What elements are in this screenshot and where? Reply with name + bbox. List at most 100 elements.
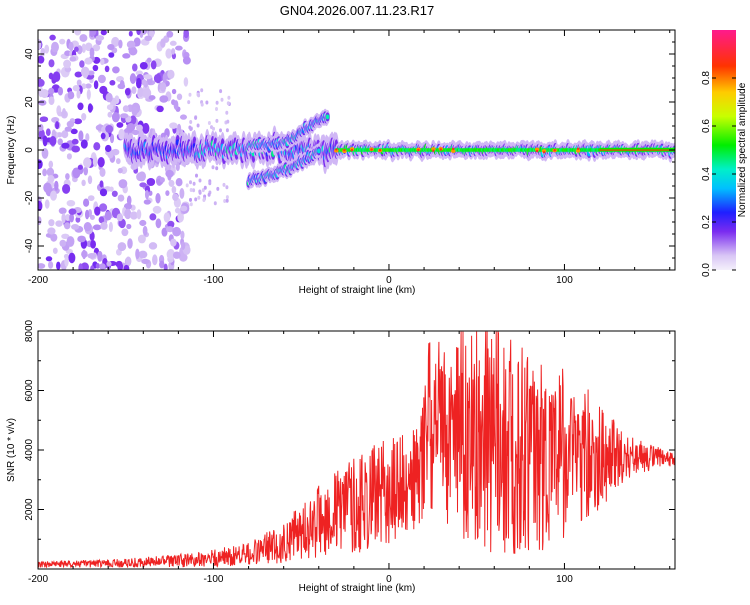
heatmap-cell xyxy=(38,129,45,140)
heatmap-cell xyxy=(343,148,346,152)
heatmap-cell xyxy=(201,188,205,193)
heatmap-cell xyxy=(105,92,113,103)
heatmap-cell xyxy=(77,164,83,170)
heatmap-cell xyxy=(188,92,192,97)
heatmap-cell xyxy=(171,48,176,55)
heatmap-cell xyxy=(100,221,108,230)
heatmap-xlabel: Height of straight line (km) xyxy=(299,285,416,296)
heatmap-cell xyxy=(74,71,83,78)
heatmap-cell xyxy=(68,208,77,215)
heatmap-cell xyxy=(150,60,157,70)
heatmap-cell xyxy=(87,103,93,113)
heatmap-cell xyxy=(99,85,108,95)
heatmap-cell xyxy=(79,60,85,68)
heatmap-cell xyxy=(159,82,167,92)
heatmap-cell xyxy=(159,177,165,183)
heatmap-cell xyxy=(165,48,173,59)
heatmap-cell xyxy=(123,264,130,270)
heatmap-cell xyxy=(99,188,108,197)
heatmap-cell xyxy=(350,149,354,152)
heatmap-cell xyxy=(81,113,87,121)
heatmap-cell xyxy=(109,80,116,86)
heatmap-cell xyxy=(133,37,141,47)
heatmap-cell xyxy=(38,263,46,269)
heatmap-cell xyxy=(100,30,107,36)
heatmap-cell xyxy=(89,30,97,37)
heatmap-ytick-label: 0 xyxy=(24,147,35,153)
heatmap-cell xyxy=(139,61,148,70)
heatmap-cell xyxy=(70,128,78,135)
heatmap-cell xyxy=(66,153,72,160)
heatmap-ytick-label: 20 xyxy=(24,96,35,108)
heatmap-cell xyxy=(159,260,165,269)
heatmap-cell xyxy=(93,80,99,90)
heatmap-cell xyxy=(38,55,45,64)
heatmap-ylabel: Frequency (Hz) xyxy=(6,116,17,185)
figure-title: GN04.2026.007.11.23.R17 xyxy=(280,3,434,18)
heatmap-cell xyxy=(61,108,67,117)
heatmap-cell xyxy=(189,202,193,207)
colorbar-label: Normalized spectral amplitude xyxy=(737,82,748,217)
heatmap-cell xyxy=(175,177,183,187)
heatmap-cell xyxy=(161,227,168,237)
heatmap-cell xyxy=(116,213,124,222)
heatmap-cell xyxy=(112,66,120,74)
heatmap-cell xyxy=(83,198,90,207)
heatmap-cell xyxy=(85,83,92,89)
heatmap-cell xyxy=(142,225,148,236)
heatmap-cell xyxy=(61,130,69,139)
snr-ytick-label: 8000 xyxy=(24,319,35,342)
snr-ytick-label: 4000 xyxy=(24,438,35,461)
heatmap-cell xyxy=(125,256,132,266)
heatmap-cell xyxy=(431,147,436,151)
heatmap-cell xyxy=(57,138,63,146)
heatmap-cell xyxy=(59,38,66,45)
heatmap-cell xyxy=(136,209,142,220)
heatmap-cell xyxy=(197,195,201,200)
heatmap-cell xyxy=(126,195,132,206)
heatmap-cell xyxy=(137,234,146,244)
heatmap-cell xyxy=(167,69,175,80)
heatmap-cell xyxy=(38,200,43,211)
heatmap-cell xyxy=(120,80,125,90)
heatmap-cell xyxy=(189,127,193,131)
heatmap-cell xyxy=(111,148,120,156)
snr-xtick-label: 100 xyxy=(556,574,573,585)
heatmap-cell xyxy=(55,121,60,130)
heatmap-cell xyxy=(99,263,106,270)
heatmap-cell xyxy=(69,56,77,62)
heatmap-cell xyxy=(78,263,83,270)
heatmap-cell xyxy=(378,148,382,152)
heatmap-cell xyxy=(92,64,99,72)
heatmap-cell xyxy=(45,128,51,136)
heatmap-cell xyxy=(63,59,72,69)
heatmap-cell xyxy=(171,185,177,194)
heatmap-cell xyxy=(417,148,420,152)
heatmap-cell xyxy=(67,91,75,100)
heatmap-cell xyxy=(208,181,212,186)
heatmap-cell xyxy=(534,147,540,152)
heatmap-cell xyxy=(189,120,193,124)
heatmap-cell xyxy=(109,186,114,192)
heatmap-cell xyxy=(104,211,112,221)
heatmap-cell xyxy=(143,199,151,205)
heatmap-cell xyxy=(77,102,84,111)
heatmap-cells xyxy=(38,30,675,270)
heatmap-cell xyxy=(76,45,83,55)
heatmap-cell xyxy=(40,48,46,57)
heatmap-cell xyxy=(42,135,48,147)
heatmap-cell xyxy=(177,211,184,223)
heatmap-cell xyxy=(47,227,56,235)
heatmap-cell xyxy=(136,30,141,36)
heatmap-cell xyxy=(44,199,50,209)
heatmap-cell xyxy=(142,87,152,99)
heatmap-cell xyxy=(65,214,71,221)
heatmap-cell xyxy=(117,262,124,270)
heatmap-cell xyxy=(182,56,191,65)
heatmap-cell xyxy=(92,156,98,168)
heatmap-cell xyxy=(141,258,150,265)
heatmap-cell xyxy=(44,44,50,54)
heatmap-cell xyxy=(92,44,101,52)
heatmap-cell xyxy=(99,180,104,188)
